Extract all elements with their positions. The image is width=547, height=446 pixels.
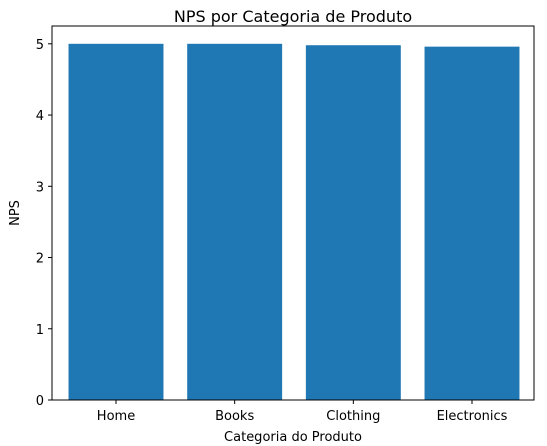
y-tick-label: 3 bbox=[36, 180, 44, 195]
y-axis-label: NPS bbox=[8, 200, 23, 226]
x-tick-label: Electronics bbox=[437, 409, 508, 424]
x-axis-ticks: Home Books Clothing Electronics bbox=[97, 400, 508, 424]
x-tick-label: Home bbox=[97, 409, 135, 424]
bar-clothing bbox=[305, 45, 401, 401]
plot-frame bbox=[51, 25, 535, 401]
y-tick-label: 5 bbox=[36, 38, 44, 53]
x-tick-label: Books bbox=[215, 409, 254, 424]
y-tick-label: 2 bbox=[36, 252, 44, 267]
chart-title: NPS por Categoria de Produto bbox=[174, 7, 412, 26]
x-tick-label: Clothing bbox=[326, 409, 380, 424]
y-tick-label: 1 bbox=[36, 323, 44, 338]
bar-electronics bbox=[424, 46, 520, 400]
y-axis-ticks: 0 1 2 3 4 5 bbox=[36, 38, 52, 409]
bar-home bbox=[68, 43, 164, 401]
bar-books bbox=[187, 43, 283, 401]
x-axis-label: Categoria do Produto bbox=[224, 430, 362, 445]
y-tick-label: 4 bbox=[36, 109, 44, 124]
bars-group bbox=[68, 43, 520, 401]
y-tick-label: 0 bbox=[36, 394, 44, 409]
